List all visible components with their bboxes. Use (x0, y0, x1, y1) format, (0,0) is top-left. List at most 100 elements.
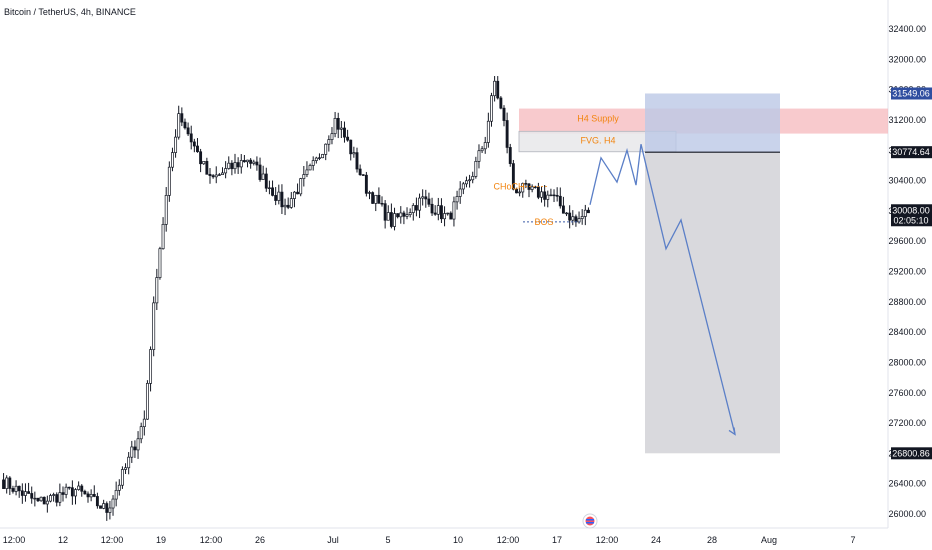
candle (483, 136, 487, 154)
candle (136, 431, 140, 459)
candle (252, 159, 256, 166)
candle (371, 191, 375, 204)
candle (114, 481, 118, 507)
candle (127, 452, 131, 475)
x-tick-label: 5 (385, 535, 390, 545)
candle (221, 167, 224, 176)
candle (439, 198, 443, 223)
candle (318, 153, 321, 161)
candle (496, 76, 500, 100)
zones-layer: H4 Supply FVG. H4 (518, 93, 888, 454)
supply-zone-label: H4 Supply (577, 114, 619, 124)
candle (161, 217, 165, 250)
candle (196, 138, 199, 153)
y-tick-label: 28400.00 (888, 327, 926, 337)
candle (117, 479, 121, 496)
svg-text:26800.86: 26800.86 (892, 448, 930, 458)
y-tick-label: 27600.00 (888, 388, 926, 398)
candle (64, 483, 68, 499)
candle (555, 187, 559, 202)
candle (361, 174, 365, 176)
candle (99, 505, 102, 509)
candle (558, 187, 562, 209)
candle (321, 153, 325, 159)
candle (108, 500, 112, 520)
candle (374, 194, 378, 212)
x-ticks-layer: 12:00 12 12:00 19 12:00 26 Jul 5 10 12:00 17 12:00 2… (3, 535, 856, 545)
candle (30, 486, 34, 504)
candle (224, 161, 228, 179)
candle (86, 491, 90, 503)
candle (70, 480, 74, 505)
candle (164, 187, 168, 232)
candle (58, 483, 62, 507)
x-tick-label: Aug (761, 535, 777, 545)
candle (427, 192, 431, 207)
y-tick-label: 26400.00 (888, 479, 926, 489)
candle (258, 157, 262, 182)
candle (336, 112, 340, 139)
candle (580, 209, 584, 225)
candle (8, 476, 12, 496)
tradingview-logo-icon (582, 513, 598, 529)
price-badge: 30774.64 (891, 146, 932, 159)
candle (465, 176, 468, 188)
y-tick-label: 29200.00 (888, 267, 926, 277)
candle (2, 473, 6, 489)
candle (549, 188, 553, 197)
candle (543, 184, 547, 207)
candle (102, 499, 106, 510)
y-tick-label: 26000.00 (888, 509, 926, 519)
candle (565, 212, 568, 217)
y-tick-label: 30400.00 (888, 176, 926, 186)
candle (533, 185, 537, 189)
candle (67, 486, 71, 490)
candle (111, 495, 115, 516)
candle (36, 497, 40, 503)
candle (405, 207, 409, 220)
y-tick-label: 28800.00 (888, 297, 926, 307)
candle (289, 192, 293, 209)
x-tick-label: 28 (707, 535, 717, 545)
candle (42, 496, 46, 505)
x-tick-label: 24 (651, 535, 661, 545)
candle (349, 139, 353, 161)
candle (192, 138, 196, 153)
y-tick-label: 32000.00 (888, 54, 926, 64)
x-tick-label: 12:00 (596, 535, 619, 545)
candle (45, 495, 49, 513)
candle (414, 197, 418, 217)
candle (411, 203, 415, 221)
candle (246, 159, 249, 168)
candle (452, 196, 456, 227)
candle (302, 166, 306, 187)
candle (124, 463, 127, 475)
candle (283, 198, 287, 216)
candle (586, 207, 590, 214)
candle (443, 206, 447, 227)
candle (142, 410, 146, 436)
candle (255, 156, 259, 171)
candle (486, 112, 490, 148)
svg-text:30774.64: 30774.64 (892, 147, 930, 157)
candle (458, 181, 462, 204)
candle (402, 210, 406, 225)
candle (308, 163, 312, 171)
bos-label: BOS (534, 217, 553, 227)
candle (552, 189, 556, 203)
candle (299, 177, 303, 197)
candle (511, 159, 515, 191)
candle (355, 147, 359, 173)
candle (183, 118, 187, 130)
candle (167, 161, 171, 202)
candle (393, 207, 396, 231)
candle (83, 489, 87, 495)
candle (343, 121, 346, 143)
x-tick-label: 7 (850, 535, 855, 545)
candle (339, 121, 343, 139)
candle (399, 206, 403, 224)
candle (130, 440, 134, 463)
candle (583, 204, 587, 226)
fvg-zone-label: FVG. H4 (580, 135, 615, 145)
candle (324, 143, 328, 161)
